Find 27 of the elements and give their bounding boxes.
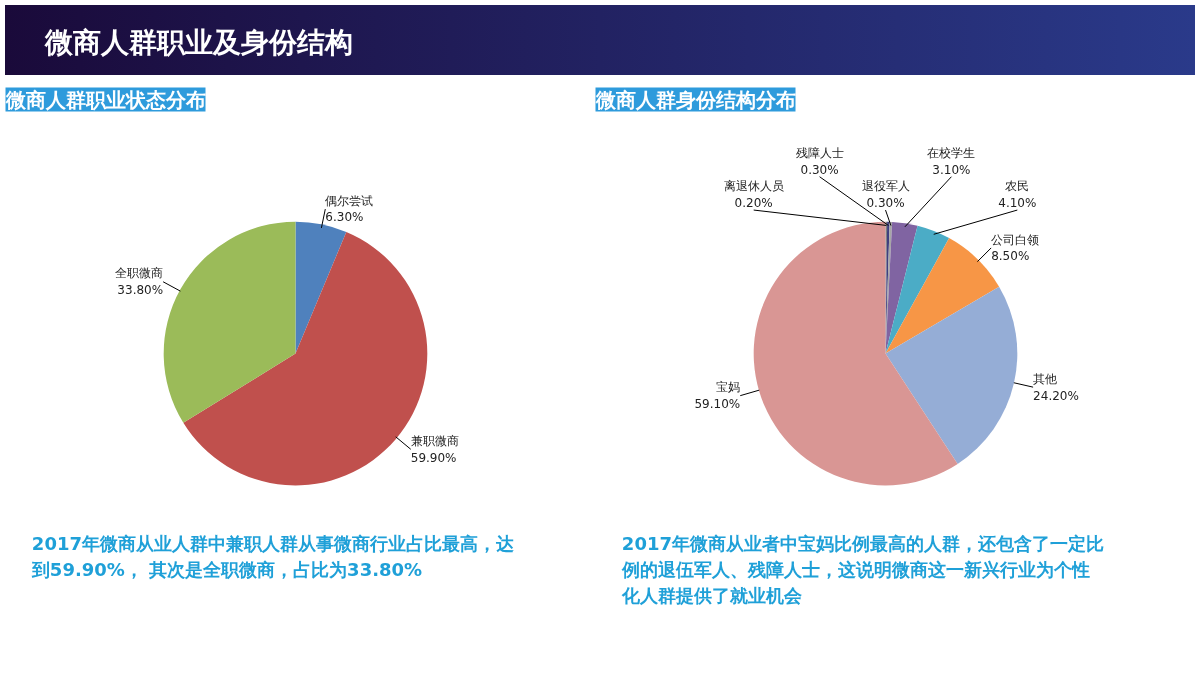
slice-label: 宝妈 [716,380,741,395]
data-label: 59.90% [410,450,457,465]
data-label: 0.30% [800,162,839,177]
text: 2017年微商从业者中宝妈比例最高的人群，还包含了一定比例的退伍军人、残障人士，这说明微商这一新兴行业为个性化人群提供了就业机会 [620,532,1104,607]
chart-title: 微商人群职业状态分布 [4,87,206,112]
slice-label: 其他 [1033,371,1058,386]
chart-title: 微商人群身份结构分布 [594,87,796,112]
data-label: 0.30% [866,196,905,211]
slice-label: 在校学生 [927,145,976,160]
text: 微商人群职业及身份结构 [45,25,353,61]
data-label: 59.10% [694,397,741,412]
slice-label: 残障人士 [795,145,844,160]
slice-label: 退役军人 [861,179,910,194]
data-label: 24.20% [1033,388,1079,403]
data-label: 4.10% [998,196,1037,211]
data-label: 33.80% [117,283,164,298]
slice-label: 离退休人员 [723,179,784,194]
text: 2017年微商从业人群中兼职人群从事微商行业占比最高，达到59.90%， 其次是全职微商，占比为33.80% [30,532,515,581]
data-label: 8.50% [991,249,1030,264]
data-label: 3.10% [932,162,971,177]
slice-label: 全职微商 [115,266,164,281]
data-label: 0.20% [734,196,773,211]
slice-label: 农民 [1005,179,1030,194]
slice-label: 公司白领 [991,232,1040,247]
slice-label: 偶尔尝试 [325,193,374,208]
data-label: 6.30% [325,210,364,225]
slice-label: 兼职微商 [410,433,459,448]
